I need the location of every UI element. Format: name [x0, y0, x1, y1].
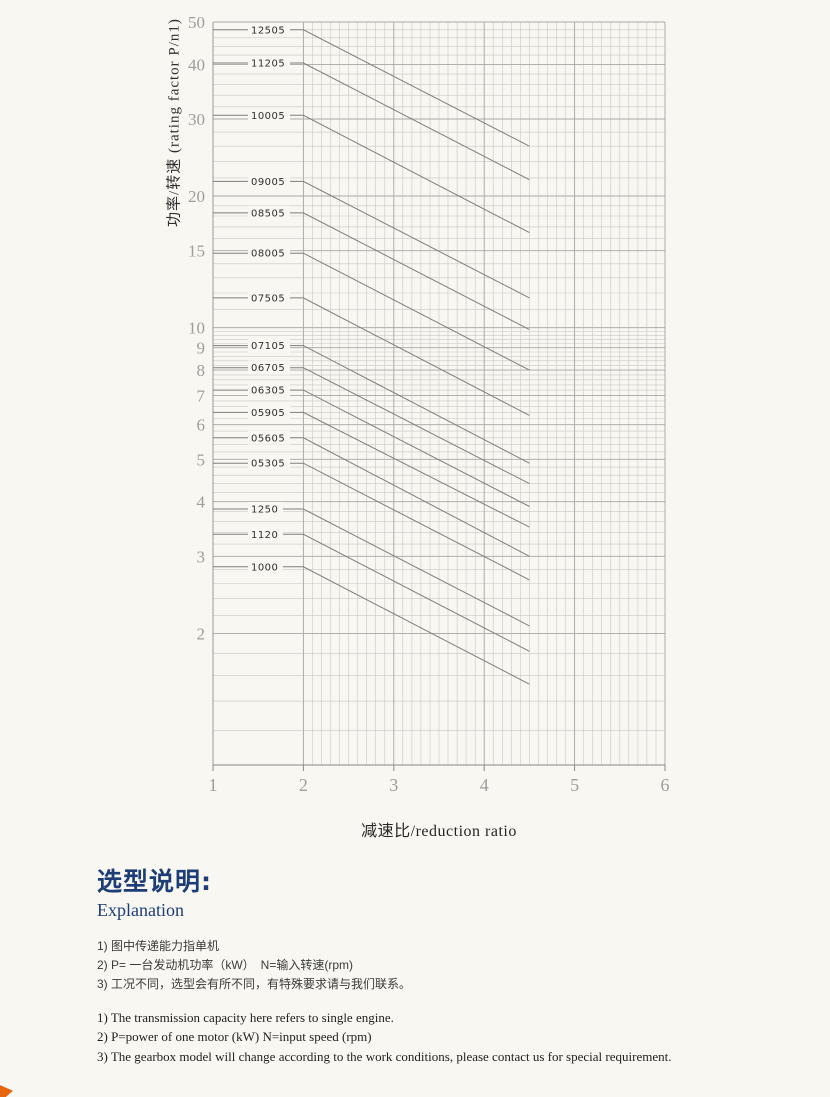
- svg-text:1250: 1250: [251, 504, 278, 515]
- svg-text:09005: 09005: [251, 177, 285, 188]
- svg-text:3: 3: [389, 775, 398, 795]
- svg-text:05605: 05605: [251, 433, 285, 444]
- svg-text:05905: 05905: [251, 408, 285, 419]
- svg-text:40: 40: [188, 55, 205, 74]
- explanation-title-zh: 选型说明:: [97, 867, 212, 896]
- x-axis-label: 减速比/reduction ratio: [361, 823, 517, 840]
- corner-logo-icon: [0, 1083, 13, 1097]
- y-axis-label: 功率/转速 (rating factor P/n1): [166, 18, 183, 227]
- svg-text:05305: 05305: [251, 459, 285, 470]
- svg-text:15: 15: [188, 242, 205, 261]
- note-en-1: 1) The transmission capacity here refers…: [97, 1009, 394, 1025]
- chart-canvas: 1 2 3 4 5 6 2 3 4 5 6 7 8 910 15 20 30 40 50 12505 11205 1000…: [188, 13, 670, 795]
- notes-chinese: 1) 图中传递能力指单机 2) P= 一台发动机功率（kW） N=输入转速(rp…: [97, 937, 787, 995]
- svg-text:2: 2: [299, 775, 308, 795]
- note-zh-2: 2) P= 一台发动机功率（kW） N=输入转速(rpm): [97, 958, 354, 973]
- svg-text:07505: 07505: [251, 293, 285, 304]
- svg-text:11205: 11205: [251, 58, 285, 69]
- svg-text:3: 3: [197, 547, 206, 566]
- explanation-title-en: Explanation: [97, 900, 184, 920]
- svg-text:8: 8: [197, 361, 206, 380]
- svg-text:1000: 1000: [251, 562, 278, 573]
- selection-chart: 1 2 3 4 5 6 2 3 4 5 6 7 8 9 10 15 20 30 40 50 12505 11205 1000…: [166, 13, 670, 840]
- svg-text:30: 30: [188, 110, 205, 129]
- svg-text:10: 10: [188, 319, 205, 338]
- svg-text:4: 4: [480, 775, 489, 795]
- svg-text:4: 4: [197, 493, 206, 512]
- note-en-2: 2) P=power of one motor (kW) N=input spe…: [97, 1029, 372, 1045]
- svg-text:1: 1: [209, 775, 218, 795]
- svg-text:10005: 10005: [251, 111, 285, 122]
- svg-text:6: 6: [197, 416, 206, 435]
- note-zh-3: 3) 工况不同，选型会有所不同，有特殊要求请与我们联系。: [97, 977, 412, 992]
- svg-text:2: 2: [197, 624, 206, 643]
- note-zh-1: 1) 图中传递能力指单机: [97, 939, 220, 953]
- svg-text:9: 9: [197, 339, 206, 358]
- svg-text:06305: 06305: [251, 386, 285, 397]
- svg-text:5: 5: [570, 775, 579, 795]
- svg-text:07105: 07105: [251, 341, 285, 352]
- svg-text:06705: 06705: [251, 363, 285, 374]
- svg-text:12505: 12505: [251, 25, 285, 36]
- svg-text:1120: 1120: [251, 530, 278, 541]
- svg-text:20: 20: [188, 187, 205, 206]
- svg-text:08505: 08505: [251, 208, 285, 219]
- svg-text:7: 7: [197, 386, 206, 405]
- svg-text:6: 6: [661, 775, 670, 795]
- explanation-section: 选型说明: Explanation 1) 图中传递能力指单机 2) P= 一台发…: [97, 862, 787, 1066]
- note-en-3: 3) The gearbox model will change accordi…: [97, 1048, 672, 1064]
- svg-text:5: 5: [197, 450, 206, 469]
- svg-text:50: 50: [188, 13, 205, 32]
- notes-english: 1) The transmission capacity here refers…: [97, 1008, 787, 1067]
- svg-text:08005: 08005: [251, 249, 285, 260]
